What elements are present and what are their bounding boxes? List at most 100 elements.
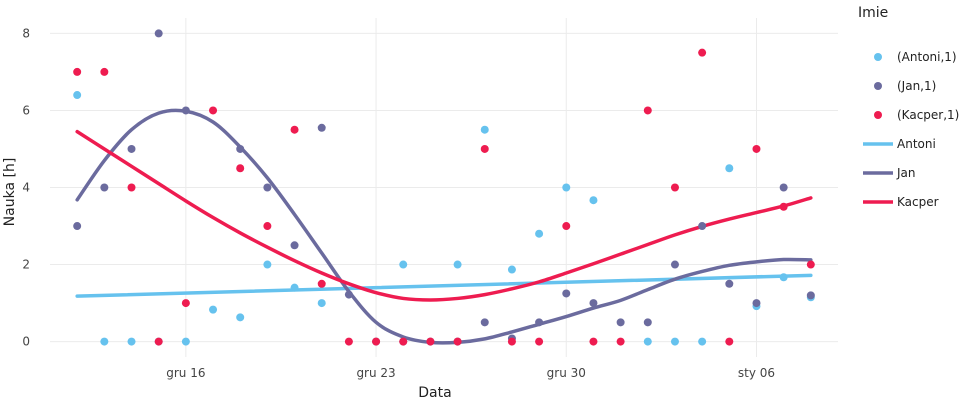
legend-label-kacper-line[interactable]: Kacper <box>897 195 939 209</box>
legend-label-antoni-line[interactable]: Antoni <box>897 137 936 151</box>
data-point-jan <box>725 279 734 288</box>
data-point-antoni <box>779 273 788 282</box>
data-point-antoni <box>290 283 299 292</box>
data-point-antoni <box>127 337 136 346</box>
data-points <box>73 29 815 346</box>
data-point-antoni <box>698 337 707 346</box>
data-point-jan <box>127 144 136 153</box>
data-point-kacper <box>725 337 734 346</box>
data-point-kacper <box>290 125 299 134</box>
data-point-jan <box>480 318 489 327</box>
legend-marker-antoni-markers <box>874 53 882 61</box>
data-point-kacper <box>100 67 109 76</box>
data-point-kacper <box>209 106 218 115</box>
y-tick-label: 4 <box>22 181 30 195</box>
legend-label-jan-markers[interactable]: (Jan,1) <box>897 79 936 93</box>
x-tick-label: sty 06 <box>738 366 775 380</box>
trend-line-jan <box>75 108 813 345</box>
data-point-antoni <box>73 91 82 100</box>
data-point-jan <box>670 260 679 269</box>
data-point-antoni <box>589 196 598 205</box>
y-tick-label: 2 <box>22 258 30 272</box>
data-point-kacper <box>127 183 136 192</box>
data-point-kacper <box>317 279 326 288</box>
data-point-jan <box>317 123 326 132</box>
trend-line-kacper <box>75 129 813 302</box>
legend-title: Imie <box>858 5 888 21</box>
x-tick-label: gru 30 <box>547 366 586 380</box>
data-point-kacper <box>236 164 245 173</box>
legend-label-kacper-markers[interactable]: (Kacper,1) <box>897 108 959 122</box>
data-point-antoni <box>670 337 679 346</box>
data-point-kacper <box>779 202 788 211</box>
data-point-antoni <box>725 164 734 173</box>
legend-marker-kacper-markers <box>874 111 882 119</box>
data-point-antoni <box>453 260 462 269</box>
data-point-jan <box>562 289 571 298</box>
legend-label-antoni-markers[interactable]: (Antoni,1) <box>897 50 957 64</box>
data-point-kacper <box>616 337 625 346</box>
data-point-antoni <box>209 305 218 314</box>
data-point-kacper <box>263 222 272 231</box>
data-point-kacper <box>154 337 163 346</box>
data-point-antoni <box>643 337 652 346</box>
data-point-jan <box>589 299 598 308</box>
data-point-kacper <box>670 183 679 192</box>
y-axis-title: Nauka [h] <box>2 158 18 227</box>
data-point-jan <box>100 183 109 192</box>
data-point-kacper <box>344 337 353 346</box>
data-point-kacper <box>480 144 489 153</box>
data-point-jan <box>616 318 625 327</box>
data-point-kacper <box>426 337 435 346</box>
data-point-antoni <box>263 260 272 269</box>
data-point-kacper <box>535 337 544 346</box>
data-point-kacper <box>507 337 516 346</box>
y-axis-ticks: 0 2 4 6 8 <box>22 26 30 348</box>
data-point-kacper <box>806 260 815 269</box>
data-point-antoni <box>399 260 408 269</box>
data-point-jan <box>181 106 190 115</box>
y-tick-label: 6 <box>22 103 30 117</box>
data-point-antoni <box>535 229 544 238</box>
x-tick-label: gru 23 <box>356 366 395 380</box>
x-axis-title: Data <box>418 385 451 400</box>
x-axis-ticks: gru 16 gru 23 gru 30 sty 06 <box>166 366 775 380</box>
legend[interactable]: Imie (Antoni,1) (Jan,1) (Kacper,1) Antoni Ja… <box>858 5 959 209</box>
legend-label-jan-line[interactable]: Jan <box>896 166 916 180</box>
data-point-jan <box>779 183 788 192</box>
data-point-kacper <box>698 48 707 57</box>
trend-lines <box>75 108 813 345</box>
data-point-antoni <box>181 337 190 346</box>
data-point-kacper <box>752 144 761 153</box>
data-point-antoni <box>507 265 516 274</box>
data-point-kacper <box>181 299 190 308</box>
y-tick-label: 8 <box>22 26 30 40</box>
data-point-jan <box>698 222 707 231</box>
data-point-jan <box>643 318 652 327</box>
data-point-kacper <box>73 67 82 76</box>
data-point-jan <box>154 29 163 38</box>
x-tick-label: gru 16 <box>166 366 205 380</box>
data-point-jan <box>236 144 245 153</box>
data-point-antoni <box>100 337 109 346</box>
data-point-jan <box>752 299 761 308</box>
data-point-jan <box>290 241 299 250</box>
data-point-kacper <box>643 106 652 115</box>
data-point-jan <box>73 222 82 231</box>
data-point-jan <box>263 183 272 192</box>
data-point-jan <box>344 290 353 299</box>
data-point-kacper <box>562 222 571 231</box>
grid <box>50 18 838 357</box>
y-tick-label: 0 <box>22 335 30 349</box>
legend-marker-jan-markers <box>874 82 882 90</box>
data-point-kacper <box>372 337 381 346</box>
data-point-jan <box>535 318 544 327</box>
data-point-kacper <box>589 337 598 346</box>
data-point-antoni <box>480 125 489 134</box>
data-point-kacper <box>453 337 462 346</box>
data-point-jan <box>806 291 815 300</box>
data-point-kacper <box>399 337 408 346</box>
trend-line-antoni <box>75 273 813 298</box>
data-point-antoni <box>236 313 245 322</box>
